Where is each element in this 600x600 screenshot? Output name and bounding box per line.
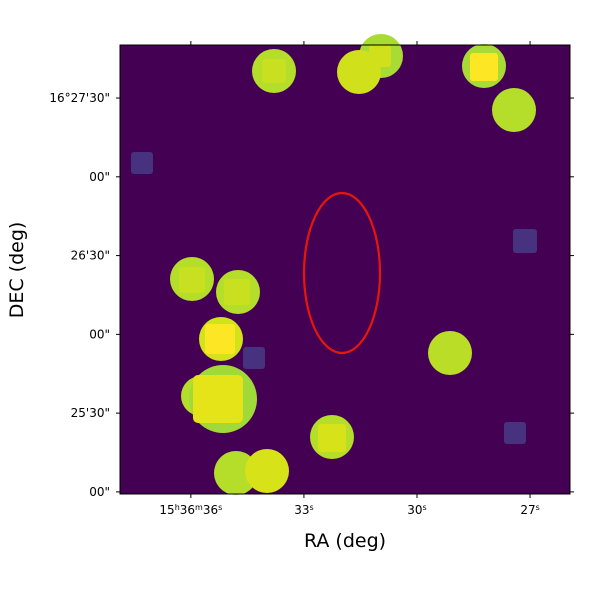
x-tick-label: 15h36m36s (159, 503, 222, 518)
y-tick-label: 25'30" (71, 406, 110, 420)
aperture-ellipse (302, 191, 382, 355)
x-tick-label-part: s (536, 503, 540, 512)
y-axis-label: DEC (deg) (6, 222, 28, 319)
x-axis-label: RA (deg) (304, 530, 386, 552)
frame (119, 44, 571, 495)
image (119, 34, 571, 495)
x-tick-label-part: m (195, 503, 203, 512)
x-tick-label-part: 33 (294, 503, 309, 517)
x-tick-label: 33s (294, 503, 313, 518)
x-tick-label-part: h (175, 503, 180, 512)
x-tick-label: 30s (407, 503, 426, 518)
y-tick-label: 16°27'30" (49, 91, 110, 105)
x-tick-label-part: 30 (407, 503, 422, 517)
x-tick-label-part: 15 (159, 503, 174, 517)
x-tick-label-part: 27 (520, 503, 535, 517)
x-tick-label-part: s (423, 503, 427, 512)
x-tick-label-part: s (309, 503, 313, 512)
x-tick-label-part: 36 (180, 503, 195, 517)
x-tick-label-part: 36 (203, 503, 218, 517)
x-tick-label: 27s (520, 503, 539, 518)
x-tick-label-part: s (218, 503, 222, 512)
y-tick-label: 00" (89, 170, 110, 184)
y-tick-label: 00" (89, 485, 110, 499)
y-tick-label: 00" (89, 327, 110, 341)
y-tick-label: 26'30" (71, 249, 110, 263)
